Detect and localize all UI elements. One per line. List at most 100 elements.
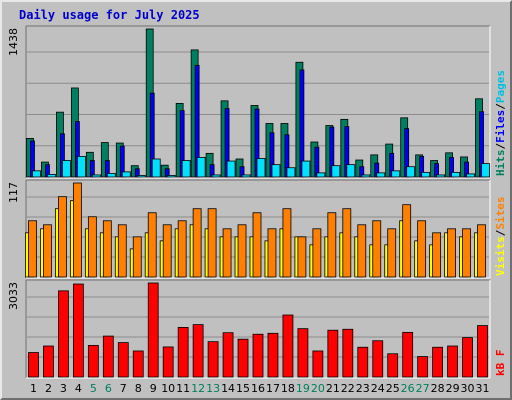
bar-sites-day-31 — [477, 224, 486, 278]
chart-title: Daily usage for July 2025 — [19, 8, 200, 22]
bar-kb-f-day-20 — [312, 350, 324, 378]
bar-sites-day-8 — [132, 236, 142, 278]
x-tick-label: 30 — [461, 382, 475, 395]
bar-pages-day-11 — [181, 160, 191, 178]
bar-kb-f-day-10 — [162, 346, 174, 378]
bar-sites-day-10 — [162, 224, 172, 278]
bar-kb-f-day-18 — [282, 314, 294, 378]
bar-pages-day-31 — [481, 163, 490, 178]
bar-pages-day-9 — [151, 158, 161, 178]
bar-files-day-5 — [89, 160, 95, 178]
x-tick-label: 19 — [296, 382, 310, 395]
bar-pages-day-22 — [346, 164, 356, 178]
bar-kb-f-day-1 — [28, 352, 39, 378]
y-max-label: 3033 — [7, 282, 20, 310]
x-tick-label: 7 — [120, 382, 127, 395]
bar-kb-f-day-22 — [342, 328, 354, 378]
bar-pages-day-27 — [421, 171, 431, 178]
bar-sites-day-21 — [327, 212, 337, 278]
legend-entry-sites: Sites — [494, 197, 507, 230]
x-tick-label: 1 — [30, 382, 37, 395]
x-tick-label: 15 — [236, 382, 250, 395]
bar-kb-f-day-28 — [432, 346, 444, 378]
bar-pages-day-3 — [62, 160, 71, 178]
bar-kb-f-day-5 — [87, 344, 99, 378]
bar-pages-day-5 — [91, 174, 101, 178]
bar-kb-f-day-24 — [372, 340, 384, 378]
x-tick-label: 18 — [281, 382, 295, 395]
bar-kb-f-day-11 — [177, 327, 189, 378]
bar-pages-day-20 — [316, 172, 326, 178]
bar-pages-day-14 — [226, 160, 236, 178]
bar-sites-day-25 — [387, 228, 397, 278]
bar-sites-day-19 — [297, 236, 307, 278]
bar-sites-day-30 — [462, 228, 471, 278]
bar-sites-day-24 — [372, 220, 382, 278]
bar-kb-f-day-23 — [357, 346, 369, 378]
bar-sites-day-20 — [312, 228, 322, 278]
bar-kb-f-day-27 — [417, 356, 429, 378]
bar-kb-f-day-8 — [132, 350, 144, 378]
x-tick-label: 12 — [191, 382, 205, 395]
legend-entry-files: Files — [494, 110, 507, 143]
bar-pages-day-24 — [376, 172, 386, 178]
x-tick-label: 10 — [161, 382, 175, 395]
bar-sites-day-5 — [87, 216, 97, 278]
bar-pages-day-30 — [466, 173, 475, 178]
legend-separator: / — [494, 103, 507, 110]
bar-sites-day-6 — [102, 220, 112, 278]
bar-sites-day-16 — [252, 212, 262, 278]
x-tick-label: 22 — [341, 382, 355, 395]
bar-kb-f-day-2 — [43, 345, 54, 378]
bar-sites-day-13 — [207, 208, 217, 278]
bar-kb-f-day-29 — [447, 345, 458, 378]
bar-pages-day-19 — [301, 160, 311, 178]
bar-kb-f-day-15 — [237, 338, 249, 378]
bar-sites-day-29 — [447, 228, 456, 278]
bar-sites-day-22 — [342, 208, 352, 278]
x-tick-label: 21 — [326, 382, 340, 395]
bar-kb-f-day-14 — [222, 332, 234, 378]
bar-kb-f-day-16 — [252, 333, 264, 378]
bar-kb-f-day-12 — [192, 324, 204, 378]
bar-kb-f-day-30 — [462, 337, 473, 378]
x-tick-label: 3 — [60, 382, 67, 395]
bar-kb-f-day-9 — [147, 282, 159, 378]
bar-sites-day-1 — [28, 220, 37, 278]
bar-pages-day-16 — [256, 158, 266, 178]
bar-sites-day-18 — [282, 208, 292, 278]
bar-sites-day-9 — [147, 212, 157, 278]
bar-kb-f-day-4 — [72, 283, 84, 378]
bar-sites-day-23 — [357, 224, 367, 278]
bar-kb-f-day-21 — [327, 329, 339, 378]
bar-kb-f-day-31 — [477, 325, 488, 378]
bar-pages-day-25 — [391, 170, 401, 178]
legend-separator: / — [494, 229, 507, 236]
bar-sites-day-26 — [402, 204, 412, 278]
x-tick-label: 6 — [105, 382, 112, 395]
x-tick-label: 24 — [371, 382, 385, 395]
bar-pages-day-23 — [361, 174, 371, 178]
bar-sites-day-7 — [117, 224, 127, 278]
bar-pages-day-28 — [436, 174, 446, 178]
bar-sites-day-12 — [192, 208, 202, 278]
bar-pages-day-6 — [106, 172, 116, 178]
bar-sites-day-3 — [58, 196, 67, 278]
x-tick-label: 28 — [431, 382, 445, 395]
bar-pages-day-2 — [47, 174, 56, 178]
x-tick-label: 31 — [476, 382, 490, 395]
bar-pages-day-21 — [331, 165, 341, 178]
x-tick-label: 2 — [45, 382, 52, 395]
bar-pages-day-26 — [406, 166, 416, 178]
bar-kb-f-day-25 — [387, 353, 399, 378]
bar-sites-day-4 — [72, 182, 82, 278]
legend-entry-pages: Pages — [494, 70, 507, 103]
bar-pages-day-18 — [286, 167, 296, 178]
x-tick-label: 4 — [75, 382, 82, 395]
bar-pages-day-12 — [196, 157, 206, 178]
bar-kb-f-day-3 — [58, 290, 69, 378]
bar-sites-day-27 — [417, 220, 427, 278]
x-tick-label: 13 — [206, 382, 220, 395]
